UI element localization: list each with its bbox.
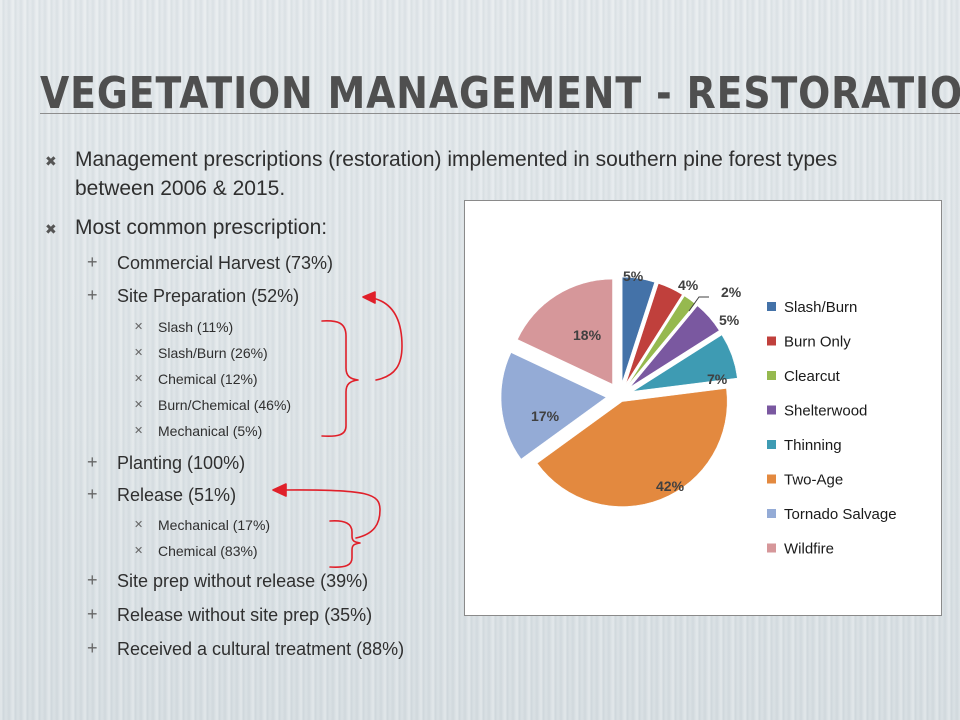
item-mechanical: ✕ Mechanical (5%) (134, 422, 263, 440)
legend-swatch (767, 371, 776, 380)
x-marker-icon: ✕ (134, 425, 144, 437)
sub-bullet-site-preparation: + Site Preparation (52%) (87, 285, 300, 307)
sub-bullet-commercial-harvest: + Commercial Harvest (73%) (87, 252, 334, 274)
x-marker-icon: ✕ (134, 347, 144, 359)
slide-title: VEGETATION MANAGEMENT - RESTORATION (40, 68, 960, 119)
bullet-1-text: Management prescriptions (restoration) i… (75, 148, 838, 200)
pie-slice-shelterwood (630, 305, 720, 387)
item-text: Slash/Burn (26%) (158, 345, 268, 361)
legend-swatch (767, 543, 776, 553)
plus-marker-icon: + (87, 452, 98, 472)
sub-bullet-text: Site prep without release (39%) (117, 571, 369, 591)
legend-swatch (767, 474, 776, 484)
data-label: 42% (656, 478, 685, 494)
item-text: Slash (11%) (158, 319, 234, 335)
item-release-chemical: ✕ Chemical (83%) (134, 542, 258, 560)
plus-marker-icon: + (87, 484, 98, 504)
sub-bullet-text: Release without site prep (35%) (117, 605, 373, 625)
x-marker-icon: ✕ (134, 321, 144, 333)
data-label: 2% (721, 284, 742, 300)
legend-swatch (767, 302, 776, 311)
sub-bullet-text: Commercial Harvest (73%) (117, 253, 334, 273)
sub-bullet-planting: + Planting (100%) (87, 452, 246, 474)
x-marker-icon: ✕ (134, 373, 144, 385)
sub-bullet-release-without-site-prep: + Release without site prep (35%) (87, 604, 373, 626)
item-chemical: ✕ Chemical (12%) (134, 370, 258, 388)
pie-slice-clearcut (628, 295, 696, 385)
sub-bullet-site-prep-without-release: + Site prep without release (39%) (87, 570, 369, 592)
sub-bullet-text: Planting (100%) (117, 453, 246, 473)
data-label: 7% (707, 371, 728, 387)
legend-swatch (767, 440, 776, 449)
legend-label: Shelterwood (784, 403, 867, 420)
item-text: Burn/Chemical (46%) (158, 397, 292, 413)
item-release-mechanical: ✕ Mechanical (17%) (134, 516, 271, 534)
plus-marker-icon: + (87, 638, 98, 658)
leader-line (688, 296, 709, 312)
legend-label: Burn Only (784, 334, 851, 351)
legend-label: Clearcut (784, 368, 841, 385)
item-text: Mechanical (5%) (158, 423, 263, 439)
pie-slice-two-age (536, 388, 728, 507)
bullet-marker-icon: ✖ (45, 221, 57, 237)
x-marker-icon: ✕ (134, 399, 144, 411)
pie-chart-frame: 5% 4% 2% 5% 7% 42% 17% 18% Slash/Burn Burn Only Cl… (464, 200, 942, 616)
x-marker-icon: ✕ (134, 545, 144, 557)
legend-label: Slash/Burn (784, 299, 857, 316)
pie-slice-burn-only (625, 283, 683, 384)
bullet-marker-icon: ✖ (45, 153, 57, 169)
sub-bullet-cultural-treatment: + Received a cultural treatment (88%) (87, 638, 405, 660)
item-text: Mechanical (17%) (158, 517, 271, 533)
legend-label: Tornado Salvage (784, 506, 897, 523)
plus-marker-icon: + (87, 604, 98, 624)
pie-slice-tornado-salvage (500, 352, 607, 460)
item-slash-burn: ✕ Slash/Burn (26%) (134, 344, 268, 362)
bullet-1: ✖ Management prescriptions (restoration)… (45, 145, 895, 203)
plus-marker-icon: + (87, 252, 98, 272)
data-label: 18% (573, 327, 602, 343)
item-slash: ✕ Slash (11%) (134, 318, 234, 336)
legend-swatch (767, 509, 776, 518)
item-text: Chemical (12%) (158, 371, 258, 387)
plus-marker-icon: + (87, 570, 98, 590)
pie-slice-wildfire (517, 278, 613, 385)
item-text: Chemical (83%) (158, 543, 258, 559)
data-label: 17% (531, 408, 560, 424)
legend-swatch (767, 405, 776, 415)
x-marker-icon: ✕ (134, 519, 144, 531)
item-burn-chemical: ✕ Burn/Chemical (46%) (134, 396, 292, 414)
legend-label: Thinning (784, 437, 842, 454)
title-underline (40, 113, 960, 114)
sub-bullet-text: Release (51%) (117, 485, 237, 505)
data-label: 5% (719, 312, 740, 328)
pie-slice-thinning (633, 334, 738, 392)
pie-slice-slash-burn (621, 276, 655, 383)
sub-bullet-text: Received a cultural treatment (88%) (117, 639, 405, 659)
data-label: 5% (623, 268, 644, 284)
bullet-2-text: Most common prescription: (75, 216, 328, 239)
legend-label: Two-Age (784, 472, 843, 489)
legend-label: Wildfire (784, 541, 834, 558)
plus-marker-icon: + (87, 285, 98, 305)
data-label: 4% (678, 277, 699, 293)
sub-bullet-release: + Release (51%) (87, 484, 237, 506)
legend-swatch (767, 336, 776, 346)
pie-chart: 5% 4% 2% 5% 7% 42% 17% 18% Slash/Burn Burn Only Cl… (500, 268, 897, 558)
bullet-2: ✖ Most common prescription: (45, 213, 895, 242)
sub-bullet-text: Site Preparation (52%) (117, 286, 300, 306)
